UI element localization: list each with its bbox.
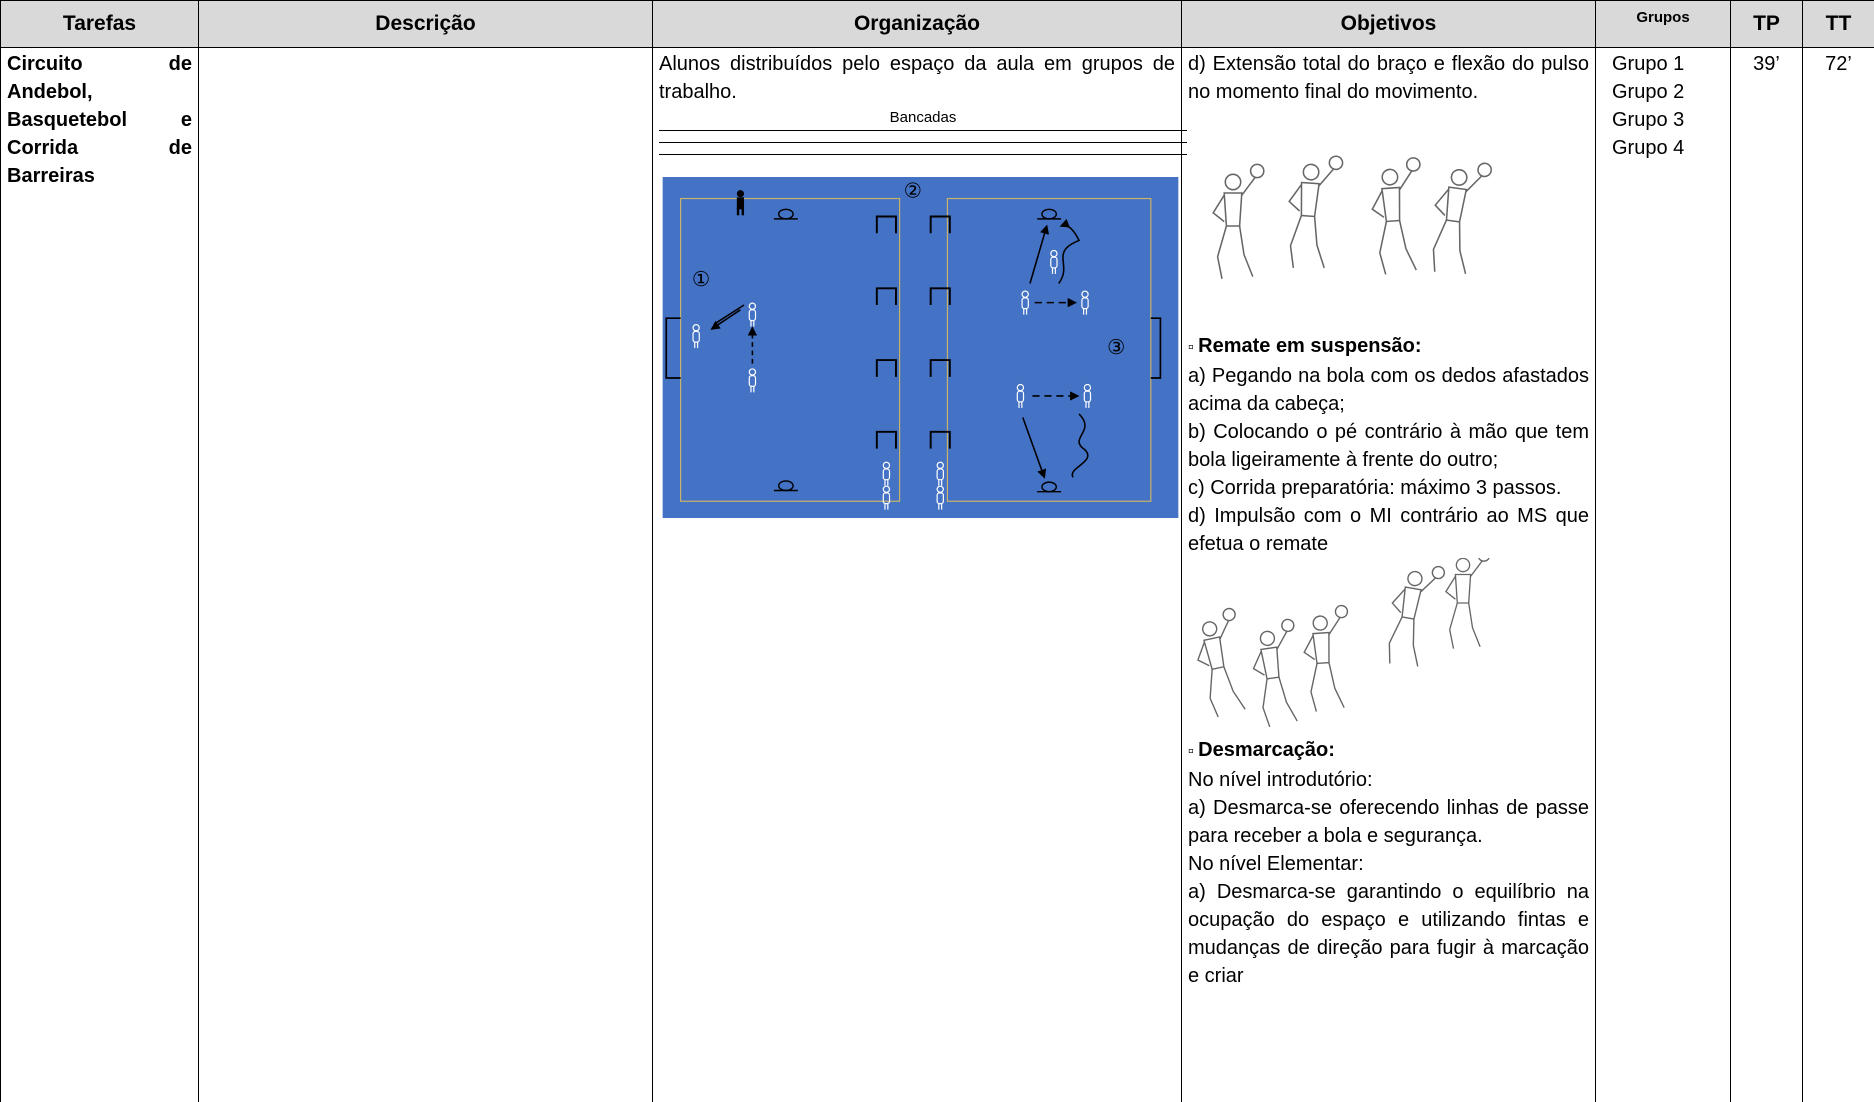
section-item: a) Desmarca-se garantindo o equilíbrio n… [1188, 881, 1589, 987]
objectives-cell: d) Extensão total do braço e flexão do p… [1181, 47, 1596, 1102]
player-sketch [1432, 162, 1492, 275]
bleacher-line [659, 130, 1187, 131]
section-heading: Desmarcação: [1188, 736, 1589, 766]
objectives-section: Remate em suspensão:a) Pegando na bola c… [1188, 332, 1589, 558]
section-item: No nível introdutório: [1188, 769, 1373, 791]
goal [1150, 317, 1162, 379]
header-cell: TT [1802, 0, 1874, 48]
header-cell: Descrição [198, 0, 653, 48]
illustration [1212, 155, 1492, 279]
header-cell: Grupos [1595, 0, 1731, 48]
bleachers-label: Bancadas [889, 109, 957, 126]
player-sketch [1371, 157, 1421, 275]
player-sketch [1212, 163, 1265, 279]
group-name: Grupo 1 [1612, 53, 1685, 75]
field [946, 197, 1152, 502]
section-heading: Remate em suspensão: [1188, 332, 1589, 362]
tt-value: 72’ [1825, 53, 1852, 75]
description-cell [198, 47, 653, 1102]
bleacher-line [659, 142, 1187, 143]
group-name: Grupo 4 [1612, 137, 1685, 159]
court-diagram: ① ② ③ [662, 177, 1179, 518]
player-sketch [1303, 604, 1349, 712]
tt-cell: 72’ [1802, 47, 1874, 1102]
player-sketch [1388, 565, 1446, 667]
group-name: Grupo 3 [1612, 109, 1685, 131]
station-label: ① [692, 269, 710, 291]
goal [665, 317, 681, 379]
group-list: Grupo 1 Grupo 2 Grupo 3 Grupo 4 [1612, 50, 1724, 162]
section-item: d) Impulsão com o MI contrário ao MS que… [1188, 505, 1589, 555]
objectives-intro: d) Extensão total do braço e flexão do p… [1188, 53, 1589, 103]
player-sketch [1252, 618, 1298, 728]
organization-cell: Alunos distribuídos pelo espaço da aula … [652, 47, 1187, 1102]
player-sketch [1445, 558, 1490, 649]
tp-value: 39’ [1753, 53, 1780, 75]
field [680, 197, 901, 502]
arrows [710, 218, 1089, 479]
illustration [1197, 558, 1490, 728]
station-label: ③ [1107, 337, 1125, 359]
teacher [736, 190, 745, 216]
task-cell: Circuito de Andebol, Basquetebol e Corri… [0, 47, 199, 1102]
bleacher-line [659, 154, 1187, 155]
task-name: Circuito de Andebol, Basquetebol e Corri… [7, 53, 192, 187]
header-cell: Organização [652, 0, 1182, 48]
header-row: Tarefas Descrição Organização Objetivos … [0, 0, 1874, 48]
station-label: ② [904, 180, 922, 202]
task-row: Circuito de Andebol, Basquetebol e Corri… [0, 47, 1874, 1102]
tp-cell: 39’ [1730, 47, 1803, 1102]
header-cell: Tarefas [0, 0, 199, 48]
groups-cell: Grupo 1 Grupo 2 Grupo 3 Grupo 4 [1595, 47, 1731, 1102]
group-name: Grupo 2 [1612, 81, 1685, 103]
player-sketch [1288, 155, 1344, 269]
section-item: b) Colocando o pé contrário à mão que te… [1188, 421, 1589, 471]
header-cell: Objetivos [1181, 0, 1596, 48]
section-item: No nível Elementar: [1188, 853, 1364, 875]
section-item: a) Desmarca-se oferecendo linhas de pass… [1188, 797, 1589, 847]
court-background [662, 177, 1179, 518]
section-item: c) Corrida preparatória: máximo 3 passos… [1188, 477, 1562, 499]
section-item: a) Pegando na bola com os dedos afastado… [1188, 365, 1589, 415]
player-sketch [1197, 607, 1246, 718]
organization-text: Alunos distribuídos pelo espaço da aula … [659, 53, 1175, 103]
objectives-section: Desmarcação: No nível introdutório: a) Des… [1188, 736, 1589, 990]
header-cell: TP [1730, 0, 1803, 48]
